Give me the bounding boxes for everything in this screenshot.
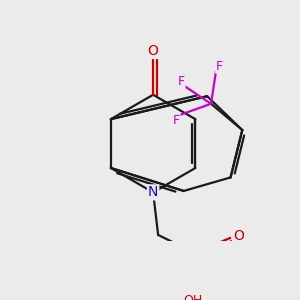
Text: F: F (216, 60, 223, 73)
Text: OH: OH (184, 293, 203, 300)
Text: F: F (177, 75, 184, 88)
Text: N: N (148, 185, 158, 200)
Text: F: F (172, 113, 179, 127)
Text: O: O (148, 44, 159, 58)
Text: O: O (233, 229, 244, 243)
